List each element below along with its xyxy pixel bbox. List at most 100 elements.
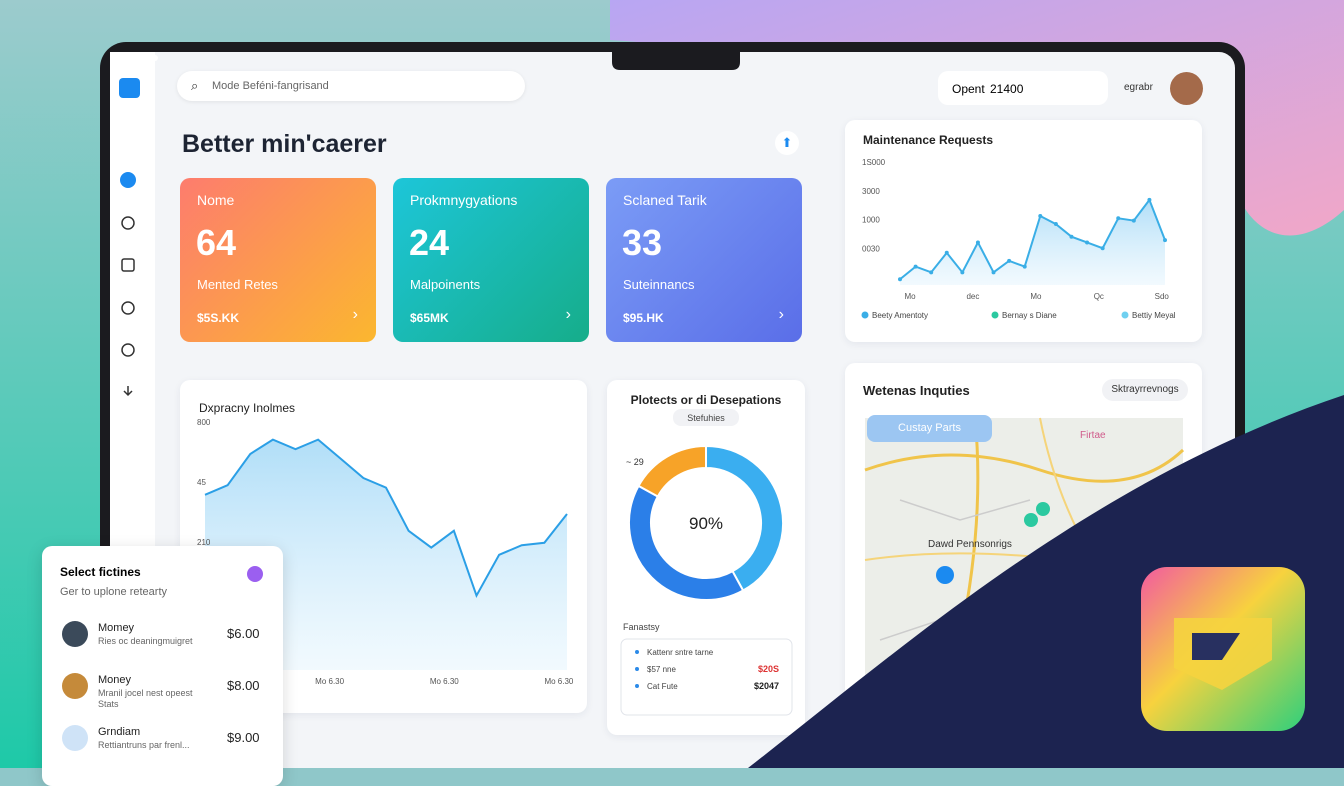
popup-title: Select fictines bbox=[60, 565, 141, 579]
point bbox=[960, 270, 965, 275]
row-name: Momey bbox=[98, 622, 135, 634]
point bbox=[1085, 240, 1090, 245]
stat-arrow: › bbox=[352, 306, 358, 323]
x-label: Mo 6.30 bbox=[315, 677, 344, 686]
line bbox=[204, 438, 568, 599]
point bbox=[944, 250, 949, 255]
area bbox=[205, 439, 567, 670]
donut-title: Plotects or di Desepations bbox=[631, 393, 782, 407]
list-dot bbox=[635, 650, 639, 654]
row-avatar[interactable] bbox=[62, 725, 88, 751]
row-name: Grndiam bbox=[98, 726, 141, 738]
point bbox=[898, 277, 902, 282]
search-icon: ⌕ bbox=[191, 78, 199, 93]
donut-subtitle: Stefuhies bbox=[687, 413, 725, 423]
point bbox=[1038, 214, 1043, 218]
legend-label: Bernay s Diane bbox=[1002, 311, 1057, 320]
stat-card[interactable]: Nome 64 Mented Retes $5S.KK › bbox=[180, 178, 376, 342]
stat-amount: $65MK bbox=[410, 311, 449, 325]
stat-title: Nome bbox=[197, 192, 235, 208]
donut-center: 90% bbox=[689, 514, 723, 533]
map-button[interactable]: Sktrayrrevnogs bbox=[1102, 379, 1188, 401]
list-label: $57 nne bbox=[647, 665, 676, 674]
list-dot bbox=[635, 667, 639, 671]
y-label: 45 bbox=[197, 478, 206, 487]
stat-title: Sclaned Tarik bbox=[623, 192, 707, 208]
point bbox=[1163, 238, 1167, 243]
popup-badge[interactable] bbox=[247, 566, 263, 582]
stat-card[interactable]: Prokmnygyations 24 Malpoinents $65MK › bbox=[393, 178, 589, 342]
map-chip[interactable]: Custay Parts bbox=[867, 415, 992, 442]
x-label: Mo bbox=[1030, 292, 1042, 301]
page-title: Better min'caerer bbox=[182, 130, 387, 158]
up-button[interactable]: ⬆ bbox=[775, 131, 799, 155]
search-placeholder: Mode Beféni-fangrisand bbox=[212, 80, 329, 92]
point bbox=[1116, 216, 1121, 221]
legend-dot bbox=[991, 311, 999, 319]
donut-pill bbox=[673, 409, 739, 426]
y-label: 800 bbox=[197, 418, 211, 427]
legend-label: Bettiy Meyal bbox=[1132, 311, 1176, 320]
donut-segment bbox=[637, 444, 707, 498]
stat-amount: $5S.KK bbox=[197, 311, 240, 325]
avatar[interactable] bbox=[1170, 72, 1203, 105]
stat-subtitle: Mented Retes bbox=[197, 277, 278, 292]
status-value: 21400 bbox=[990, 82, 1024, 96]
row-detail: Rettiantruns par frenl... bbox=[98, 740, 190, 750]
stat-value: 64 bbox=[196, 222, 237, 263]
popup-subtitle: Ger to uplone retearty bbox=[60, 586, 168, 598]
y-label: 1S000 bbox=[862, 158, 886, 167]
point bbox=[1100, 246, 1105, 251]
status-label: Opent bbox=[952, 82, 985, 96]
chart-title: Maintenance Requests bbox=[863, 133, 993, 147]
row-avatar[interactable] bbox=[62, 673, 88, 699]
donut-segment bbox=[628, 484, 745, 601]
point bbox=[913, 264, 918, 269]
point bbox=[1022, 264, 1027, 269]
y-label: 1000 bbox=[862, 216, 880, 225]
stat-arrow: › bbox=[778, 306, 784, 323]
point bbox=[1053, 222, 1058, 227]
list-box bbox=[620, 638, 793, 716]
list-title: Fanastsy bbox=[623, 622, 660, 632]
x-label: Sdo bbox=[1155, 292, 1170, 301]
stat-amount: $95.HK bbox=[623, 311, 664, 325]
row-detail: Mranil jocel nest opeest Stats bbox=[98, 688, 193, 709]
list-dot bbox=[635, 684, 639, 688]
stat-card[interactable]: Sclaned Tarik 33 Suteinnancs $95.HK › bbox=[606, 178, 802, 342]
stat-value: 24 bbox=[409, 222, 450, 263]
row-avatar[interactable] bbox=[62, 621, 88, 647]
map-label: Dawd Pennsonrigs bbox=[928, 539, 1012, 550]
donut-side: ~ 29 bbox=[626, 457, 644, 467]
x-label: Mo 6.30 bbox=[544, 677, 573, 686]
row-detail: Ries oc deaningmuigret bbox=[98, 636, 193, 646]
point bbox=[1007, 258, 1012, 263]
row-amount: $6.00 bbox=[227, 626, 260, 641]
row-amount: $9.00 bbox=[227, 730, 260, 745]
popup: Select fictines Ger to uplone retearty M… bbox=[42, 546, 283, 786]
user-name: egrabr bbox=[1124, 82, 1153, 93]
row-name: Money bbox=[98, 674, 132, 686]
stat-value: 33 bbox=[622, 222, 663, 263]
point bbox=[929, 270, 934, 275]
row-amount: $8.00 bbox=[227, 678, 260, 693]
status-box: Opent 21400 bbox=[938, 71, 1108, 105]
map-label: Firtae bbox=[1080, 430, 1106, 441]
point bbox=[991, 270, 996, 275]
point bbox=[1131, 218, 1136, 223]
legend-label: Beety Amentoty bbox=[872, 311, 928, 320]
x-label: Mo 6.30 bbox=[430, 677, 459, 686]
point bbox=[1147, 197, 1152, 202]
stat-arrow: › bbox=[565, 306, 571, 323]
line bbox=[899, 197, 1166, 281]
point bbox=[975, 240, 980, 245]
list-label: Kattenr sntre tarne bbox=[647, 648, 714, 657]
y-label: 3000 bbox=[862, 187, 880, 196]
x-label: Mo bbox=[904, 292, 916, 301]
x-label: dec bbox=[966, 292, 979, 301]
stat-subtitle: Malpoinents bbox=[410, 277, 481, 292]
stat-subtitle: Suteinnancs bbox=[623, 277, 695, 292]
search-bar[interactable]: ⌕ Mode Beféni-fangrisand bbox=[177, 71, 525, 101]
y-label: 210 bbox=[197, 538, 211, 547]
